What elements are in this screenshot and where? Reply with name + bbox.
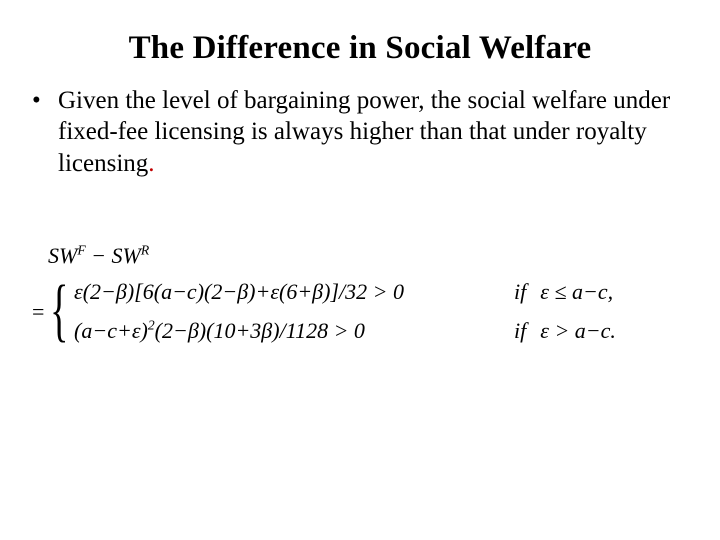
case-line-2: (a−c+ε)2(2−β)(10+3β)/1128 > 0 if ε > a−c… — [74, 316, 616, 346]
brace-icon: { — [50, 276, 68, 346]
slide: The Difference in Social Welfare • Given… — [0, 0, 720, 540]
bullet-item: • Given the level of bargaining power, t… — [30, 85, 690, 179]
case-line-1: ε(2−β)[6(a−c)(2−β)+ε(6+β)]/32 > 0 if ε ≤… — [74, 277, 616, 307]
equation-lhs: SWF − SWR — [48, 241, 690, 271]
case-2-if: if — [504, 316, 540, 346]
slide-title: The Difference in Social Welfare — [30, 30, 690, 67]
equation-block: SWF − SWR = { ε(2−β)[6(a−c)(2−β)+ε(6+β)]… — [30, 241, 690, 347]
case-2-expression: (a−c+ε)2(2−β)(10+3β)/1128 > 0 — [74, 316, 504, 346]
equation-cases: ε(2−β)[6(a−c)(2−β)+ε(6+β)]/32 > 0 if ε ≤… — [74, 277, 616, 346]
case-1-condition: ε ≤ a−c, — [540, 277, 613, 307]
equation-cases-row: = { ε(2−β)[6(a−c)(2−β)+ε(6+β)]/32 > 0 if… — [32, 276, 690, 346]
case-2-condition: ε > a−c. — [540, 316, 616, 346]
case-1-expression: ε(2−β)[6(a−c)(2−β)+ε(6+β)]/32 > 0 — [74, 277, 504, 307]
bullet-text: Given the level of bargaining power, the… — [58, 85, 690, 179]
bullet-period: . — [148, 150, 154, 177]
equals-sign: = — [32, 297, 50, 327]
bullet-marker: • — [30, 85, 58, 116]
case-1-if: if — [504, 277, 540, 307]
